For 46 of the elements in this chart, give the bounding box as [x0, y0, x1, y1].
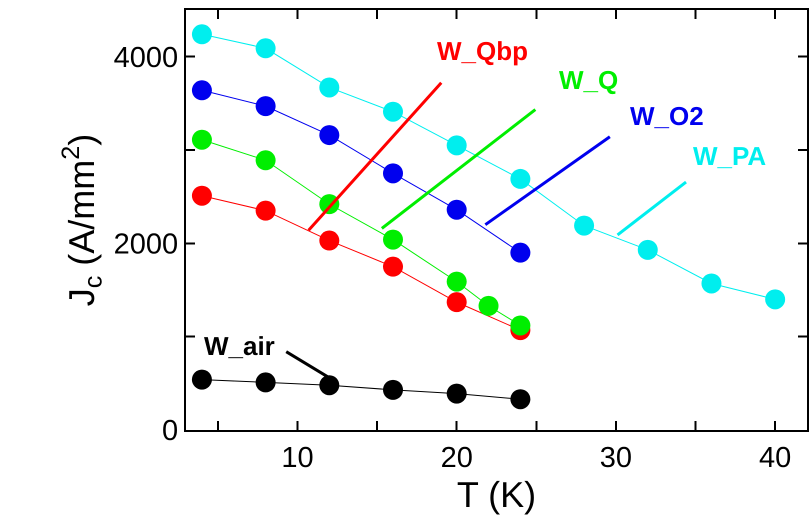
x-axis-title: T (K) — [456, 474, 536, 515]
y-tick-label: 4000 — [114, 42, 178, 74]
point — [256, 372, 276, 392]
point — [192, 370, 212, 390]
point — [256, 150, 276, 170]
point — [478, 296, 499, 316]
y-tick-label: 0 — [162, 415, 178, 448]
point — [383, 256, 403, 277]
point — [192, 24, 212, 44]
point — [510, 168, 530, 189]
y-tick-label: 2000 — [114, 228, 178, 260]
annotation: W_PA — [693, 141, 766, 171]
annotation: W_O2 — [630, 101, 704, 131]
annotation: W_air — [204, 331, 275, 361]
point — [319, 125, 340, 146]
point — [510, 315, 530, 336]
point — [383, 102, 403, 122]
point — [383, 380, 403, 400]
point — [510, 389, 530, 410]
point — [319, 375, 340, 396]
point — [256, 200, 276, 221]
point — [383, 230, 403, 250]
point — [701, 273, 722, 294]
point — [446, 272, 467, 292]
annotation: W_Q — [559, 65, 618, 95]
point — [192, 80, 212, 100]
point — [256, 96, 276, 116]
x-tick-label: 20 — [440, 442, 473, 474]
x-tick-label: 10 — [281, 442, 314, 474]
x-tick-label: 30 — [600, 442, 632, 474]
annotation: W_Qbp — [437, 36, 528, 66]
point — [446, 384, 467, 404]
point — [319, 77, 340, 98]
point — [319, 230, 340, 251]
point — [192, 130, 212, 150]
point — [510, 242, 530, 263]
point — [765, 289, 786, 310]
point — [446, 200, 467, 220]
point — [574, 216, 594, 236]
point — [256, 38, 276, 58]
x-tick-label: 40 — [759, 442, 792, 474]
point — [192, 186, 212, 206]
point — [446, 292, 467, 312]
point — [383, 163, 403, 184]
point — [638, 240, 658, 260]
point — [446, 135, 467, 156]
